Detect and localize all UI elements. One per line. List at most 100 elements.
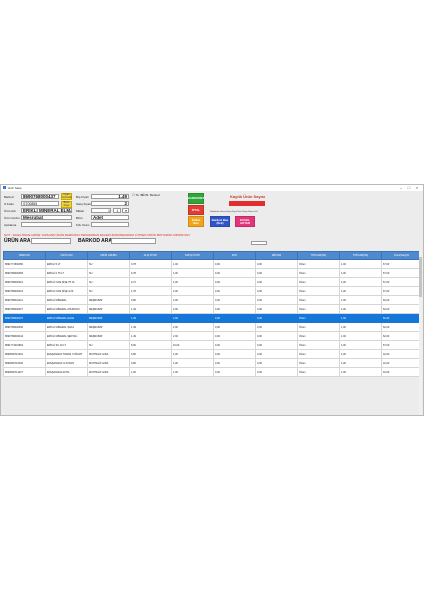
miktar-input[interactable]: 1 xyxy=(91,208,111,213)
scrollbar-thumb[interactable] xyxy=(419,257,422,297)
fiyat-guncelle-button[interactable]: Fiyatı Güncelle xyxy=(61,193,72,200)
excel-aktar-button[interactable]: EXCEL AKTAR xyxy=(235,216,255,227)
satis-fiyati-input[interactable]: 2 xyxy=(91,201,129,206)
urun-grubu-select[interactable]: Meşrubat xyxy=(21,215,72,220)
etiket-bas-button[interactable]: Etiket Bas xyxy=(188,216,204,227)
column-header[interactable]: Oran(Satış)% xyxy=(381,251,422,260)
column-header[interactable]: MİKTAR xyxy=(255,251,298,260)
filter-box[interactable] xyxy=(251,241,267,245)
table-cell: Özlen xyxy=(297,322,340,332)
column-header[interactable]: SATIŞ FİYATI xyxy=(171,251,214,260)
minimize-icon[interactable]: – xyxy=(399,185,403,190)
aciklama-label: Açıklama xyxy=(4,223,17,227)
table-cell: 0,00 xyxy=(255,331,298,341)
table-cell: 1,00 xyxy=(171,358,214,368)
satis-fiyati-label: Satış Fiyatı xyxy=(76,202,92,206)
kdv-label: Kdv Oranı xyxy=(76,223,90,227)
birim-select[interactable]: Adet xyxy=(91,215,129,220)
table-cell: 0,00 xyxy=(255,259,298,269)
urun-ara-input[interactable] xyxy=(31,238,71,244)
table-cell: 8690768000450 xyxy=(3,322,46,332)
table-cell: 67,00 xyxy=(381,268,422,278)
table-cell: 0,00 xyxy=(213,358,256,368)
urun-table: BARKOD ÜRÜN ADI ÜRÜN GRUBU ALIŞ FİYATI SATIŞ… xyxy=(3,251,422,377)
table-cell: 0,00 xyxy=(255,349,298,359)
table-cell: 62,00 xyxy=(381,304,422,314)
table-cell: Özlen xyxy=(297,286,340,296)
maximize-icon[interactable]: □ xyxy=(407,185,411,190)
table-row[interactable]: 8690768001211 ERİKLİ MİNERAL MEŞRUBAT 0,80 2… xyxy=(3,295,422,305)
table-cell: 8690768001211 xyxy=(3,295,46,305)
table-cell: 1,00 xyxy=(339,259,382,269)
column-header[interactable]: KDV xyxy=(213,251,256,260)
table-cell: 1,49 xyxy=(129,322,172,332)
aciklama-input[interactable] xyxy=(21,222,72,227)
barkod-ara-input[interactable] xyxy=(111,238,156,244)
table-row[interactable]: 8690768000053 ERİKLİ 0,75 LT SU 0,78 1,00 0,0… xyxy=(3,268,422,278)
skodu-input[interactable]: ST00855 xyxy=(21,201,59,206)
table-cell: 2,00 xyxy=(171,286,214,296)
urun-grubu-label: Ürün Grubu xyxy=(4,216,20,220)
column-header[interactable]: ÜRÜN GRUBU xyxy=(87,251,130,260)
kdv-input[interactable] xyxy=(91,222,129,227)
table-cell: Özlen xyxy=(297,340,340,350)
option-1[interactable]: ☐ Tk. Bb. xyxy=(132,193,145,197)
table-cell: EFEŞANADA AKHA xyxy=(45,367,88,377)
table-cell: 1,00 xyxy=(171,367,214,377)
option-1-label: Tk. Bb. xyxy=(135,193,145,197)
table-row[interactable]: 8690768000014 ERİKLİ CAM ŞİŞE 1LİK SU 1,78 2… xyxy=(3,286,422,296)
table-row[interactable]: 8690768000021 ERİKLİ CAM ŞİŞE 75 CL SU 0,72… xyxy=(3,277,422,287)
birim-fiyati-input[interactable]: 1,49 xyxy=(91,194,129,199)
table-cell: MEŞRUBAT xyxy=(87,313,130,323)
table-cell: 8690768000017 xyxy=(3,304,46,314)
table-cell: 0,00 xyxy=(213,295,256,305)
column-header[interactable]: ÜRÜN ADI xyxy=(45,251,88,260)
table-row[interactable]: 8690768000017 ERİKLİ MİNERAL AHUDUDU MEŞRU… xyxy=(3,304,422,314)
table-cell: Özlen xyxy=(297,313,340,323)
column-header[interactable]: ALIŞ FİYATI xyxy=(129,251,172,260)
table-row[interactable]: 8691771500050 ERİKLİ 5 LT SU 0,78 1,00 0,00 0,… xyxy=(3,259,422,269)
table-cell: ERİKLİ CAM ŞİŞE 1LİK xyxy=(45,286,88,296)
birim-kayit-button[interactable]: Birim Kayıt xyxy=(61,201,72,208)
iptal-button[interactable]: İPTAL xyxy=(188,205,204,215)
table-cell: 0,78 xyxy=(129,259,172,269)
table-cell: 8,00 xyxy=(129,340,172,350)
urun-adi-input[interactable]: ERİKLİ MİNERAL ELMA xyxy=(21,208,72,213)
table-cell: ERİKLİ MİNERAL ŞEFTALİ xyxy=(45,331,88,341)
barkodet-button[interactable]: BARKODET xyxy=(188,193,205,204)
column-header[interactable]: TOPLAM(SA) xyxy=(339,251,382,260)
table-cell: 0,00 xyxy=(213,313,256,323)
table-cell: 0,00 xyxy=(213,331,256,341)
miktar-stepper[interactable]: 1 xyxy=(113,208,121,213)
table-cell: 8690768000444 xyxy=(3,331,46,341)
table-cell: SU xyxy=(87,259,130,269)
urun-adi-label: Ürün Adı xyxy=(4,209,16,213)
close-icon[interactable]: × xyxy=(415,185,419,190)
miktar-dropdown[interactable]: ▾ xyxy=(122,208,129,213)
table-cell: 0,00 xyxy=(255,268,298,278)
barkod-input[interactable]: 8690768000437 xyxy=(21,194,59,199)
barkod-bas-button[interactable]: Barkod Bas (İlek) xyxy=(210,216,230,227)
table-row[interactable]: 8690768000437 ERİKLİ MİNERAL ELMA MEŞRUBAT… xyxy=(3,313,422,323)
table-scrollbar[interactable] xyxy=(419,251,422,415)
skodu-label: S.Kodu xyxy=(4,202,14,206)
table-cell: 0,00 xyxy=(255,277,298,287)
column-header[interactable]: TOPLAM(HA) xyxy=(297,251,340,260)
column-header[interactable]: BARKOD xyxy=(3,251,46,260)
table-cell: 67,00 xyxy=(381,340,422,350)
table-cell: 1,00 xyxy=(339,322,382,332)
table-row[interactable]: 8690960710001 EFEŞANADA TAWAS YOĞURT MUHTE… xyxy=(3,349,422,359)
table-cell: Özlen xyxy=(297,367,340,377)
table-row[interactable]: 8690960711027 EFEŞANADA AKHA MUHTELİF GIDA… xyxy=(3,367,422,377)
table-row[interactable]: 8690768000444 ERİKLİ MİNERAL ŞEFTALİ MEŞRU… xyxy=(3,331,422,341)
table-cell: 0,00 xyxy=(255,295,298,305)
table-cell: 1,00 xyxy=(339,295,382,305)
table-header: BARKOD ÜRÜN ADI ÜRÜN GRUBU ALIŞ FİYATI SATIŞ… xyxy=(3,251,422,260)
table-row[interactable]: 8691771001804 ERİKLİ SU 19 LT SU 8,00 10,00 0… xyxy=(3,340,422,350)
table-row[interactable]: 8690960710034 EFEŞANADA % AYRAN MUHTELİF G… xyxy=(3,358,422,368)
table-cell: Özlen xyxy=(297,349,340,359)
table-cell: 62,00 xyxy=(381,295,422,305)
option-2[interactable]: ☐ Bt. Barkod xyxy=(142,193,160,197)
table-row[interactable]: 8690768000450 ERİKLİ MİNERAL ŞAKA MEŞRUBAT… xyxy=(3,322,422,332)
table-cell: 0,00 xyxy=(255,313,298,323)
